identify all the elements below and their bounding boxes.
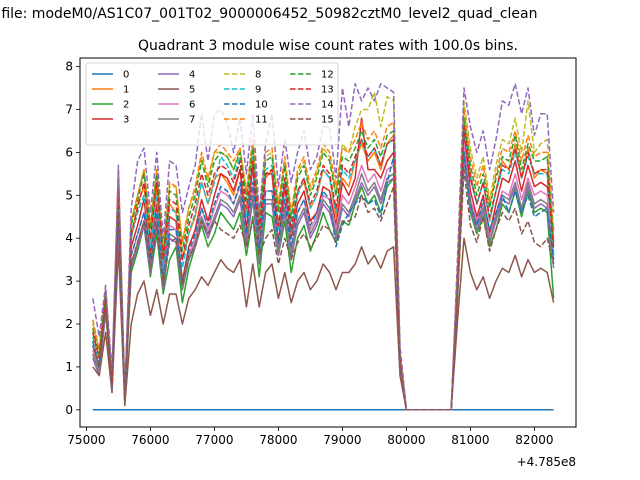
legend-label-9: 9 <box>255 85 261 96</box>
x-tick-label: 80000 <box>387 433 425 447</box>
y-tick-label: 3 <box>65 274 73 288</box>
legend-label-1: 1 <box>123 85 129 96</box>
legend-label-8: 8 <box>255 70 261 81</box>
legend-label-7: 7 <box>189 115 195 126</box>
legend-label-10: 10 <box>255 100 268 111</box>
y-tick-label: 5 <box>65 188 73 202</box>
x-tick-label: 75000 <box>67 433 105 447</box>
figure-suptitle: n file: modeM0/AS1C07_001T02_9000006452_… <box>0 6 538 22</box>
legend-label-11: 11 <box>255 115 268 126</box>
legend-label-0: 0 <box>123 70 129 81</box>
series-line-5 <box>92 237 555 411</box>
series-line-9 <box>92 125 555 411</box>
series-line-10 <box>92 151 555 411</box>
legend-label-15: 15 <box>321 115 334 126</box>
axis-layer: 75000 76000 77000 78000 79000 80000 81000 82000… <box>65 60 553 447</box>
legend-label-12: 12 <box>321 70 334 81</box>
y-tick-label: 8 <box>65 60 73 74</box>
x-tick-label: 78000 <box>259 433 297 447</box>
series-line-3 <box>92 117 555 411</box>
series-line-2 <box>92 155 555 411</box>
legend-label-13: 13 <box>321 85 334 96</box>
legend-label-4: 4 <box>189 70 195 81</box>
legend-label-5: 5 <box>189 85 195 96</box>
series-line-12 <box>92 117 555 411</box>
series-line-6 <box>92 143 555 411</box>
y-tick-label: 1 <box>65 360 73 374</box>
y-tick-label: 4 <box>65 231 73 245</box>
x-tick-label: 81000 <box>451 433 489 447</box>
x-tick-label: 82000 <box>515 433 553 447</box>
x-tick-label: 79000 <box>323 433 361 447</box>
series-line-15 <box>92 168 555 411</box>
plot-frame <box>79 57 577 428</box>
legend-box <box>85 62 339 146</box>
y-tick-label: 0 <box>65 403 73 417</box>
legend-label-2: 2 <box>123 100 129 111</box>
y-tick-label: 2 <box>65 317 73 331</box>
legend-label-3: 3 <box>123 115 129 126</box>
legend-label-14: 14 <box>321 100 334 111</box>
legend-label-6: 6 <box>189 100 195 111</box>
y-tick-label: 6 <box>65 145 73 159</box>
chart-title: Quadrant 3 module wise count rates with … <box>138 38 518 54</box>
series-line-13 <box>92 125 555 411</box>
y-tick-label: 7 <box>65 102 73 116</box>
x-tick-label: 76000 <box>131 433 169 447</box>
x-tick-label: 77000 <box>195 433 233 447</box>
x-offset-label: +4.785e8 <box>517 455 576 469</box>
